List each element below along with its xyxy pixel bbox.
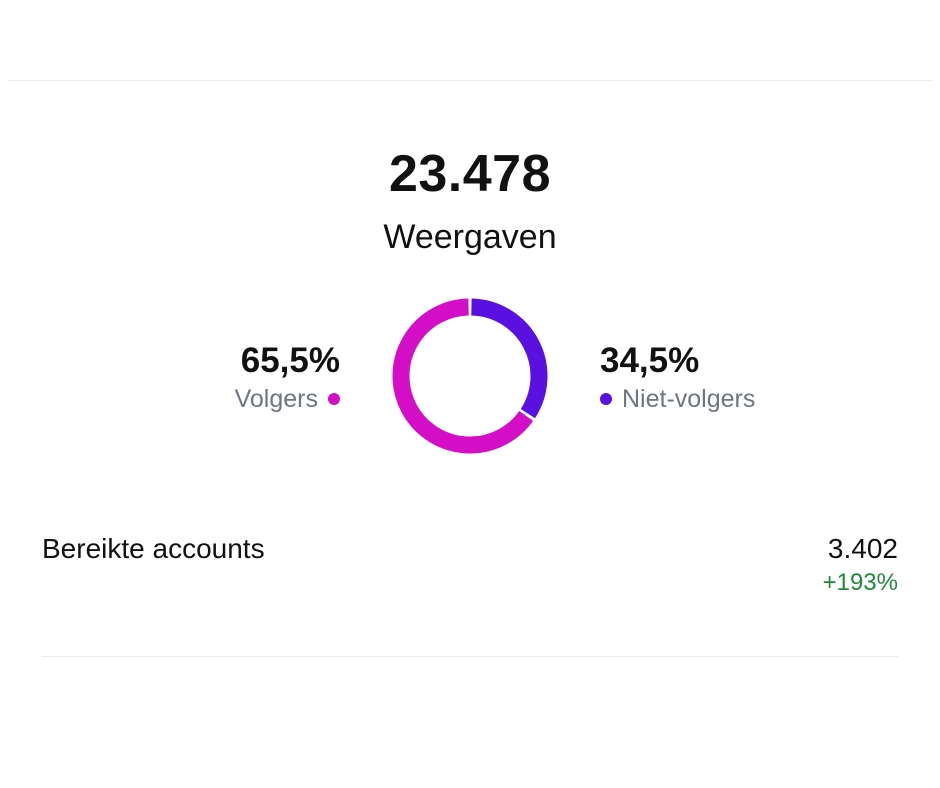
non-followers-label: Niet-volgers — [622, 385, 756, 413]
donut-segment-followers — [392, 298, 534, 454]
followers-legend-row: Volgers — [200, 384, 340, 414]
reached-accounts-values: 3.402 +193% — [823, 530, 898, 598]
followers-label: Volgers — [234, 385, 318, 413]
followers-percent: 65,5% — [240, 341, 340, 380]
views-label: Weergaven — [383, 218, 557, 256]
reached-accounts-delta: +193% — [822, 569, 898, 596]
non-followers-legend-row: Niet-volgers — [600, 384, 820, 414]
views-count: 23.478 — [388, 145, 552, 203]
legend-followers: 65,5% Volgers — [200, 338, 340, 414]
non-followers-dot-icon — [600, 393, 612, 405]
legend-non-followers: 34,5% Niet-volgers — [600, 338, 820, 414]
reached-accounts-label: Bereikte accounts — [42, 533, 265, 564]
followers-dot-icon — [328, 393, 340, 405]
reached-accounts-value: 3.402 — [827, 533, 898, 564]
donut-segment-non-followers — [470, 298, 548, 419]
views-donut-chart — [392, 298, 548, 454]
reached-accounts-row[interactable]: Bereikte accounts 3.402 +193% — [42, 530, 898, 610]
top-divider — [8, 80, 932, 81]
non-followers-percent: 34,5% — [600, 341, 700, 380]
bottom-divider — [42, 656, 898, 657]
